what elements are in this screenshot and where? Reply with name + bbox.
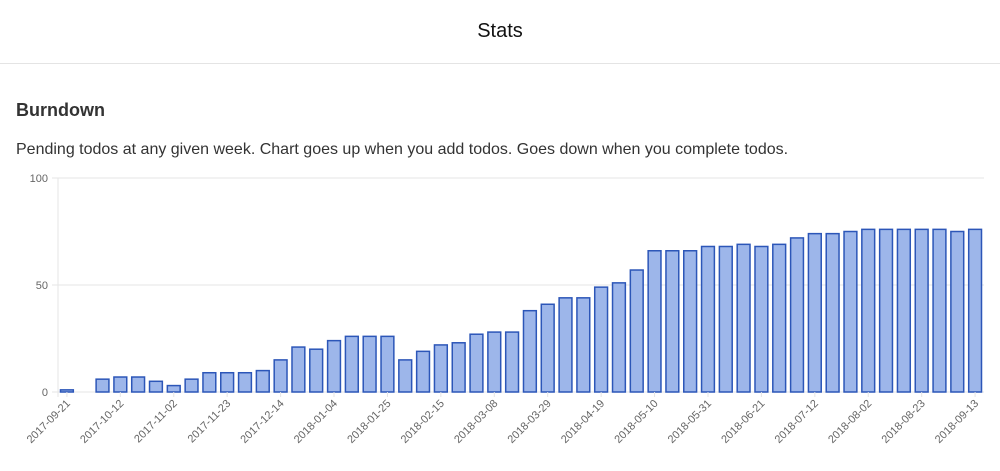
x-tick-label: 2018-08-02 [826,398,874,446]
bar [184,378,199,393]
bar [291,346,306,393]
bar [255,369,270,393]
x-tick-label: 2018-05-10 [612,398,660,446]
bar [469,333,484,393]
bar [718,245,733,393]
bar [344,335,359,393]
bar [789,237,805,393]
bar [700,245,716,393]
bar [415,350,431,393]
bar [540,303,555,393]
y-tick-label: 100 [30,173,48,185]
x-tick-label: 2018-07-12 [773,398,821,446]
bar [914,228,929,393]
bar [398,359,413,393]
bar [807,232,822,393]
x-tick-label: 2018-03-29 [506,398,554,446]
bar [665,250,680,393]
bar [504,331,520,393]
x-tick-label: 2018-05-31 [666,398,714,446]
bar [380,335,395,393]
bar [950,230,965,393]
bar [237,371,253,393]
x-tick-label: 2018-09-13 [933,398,981,446]
bar [202,371,217,393]
bars [59,228,983,393]
bar [433,344,449,393]
top-bar: Stats [0,0,1000,64]
bar [522,309,538,393]
x-tick-label: 2017-11-02 [132,398,180,446]
bar [576,297,591,393]
bar [825,232,840,393]
y-tick-label: 0 [42,387,48,399]
bar [220,371,235,393]
page-title: Stats [477,20,523,42]
x-tick-label: 2017-11-23 [186,398,234,446]
x-tick-label: 2018-03-08 [452,398,500,446]
stats-content: Burndown Pending todos at any given week… [0,100,1000,159]
bar [861,228,876,393]
bar [59,389,75,393]
x-tick-label: 2017-10-12 [78,398,126,446]
x-tick-label: 2017-09-21 [25,398,73,446]
bar [326,339,342,393]
bar [451,342,466,393]
bar [683,250,698,393]
x-tick-label: 2018-01-25 [345,398,393,446]
x-tick-label: 2017-12-14 [238,398,286,446]
bar [166,384,181,393]
y-axis: 0 50 100 [30,173,48,399]
section-description: Pending todos at any given week. Chart g… [16,141,789,158]
bar [558,297,573,393]
bar [878,228,894,393]
bar [593,286,609,393]
x-tick-label: 2018-04-19 [559,398,607,446]
bar [113,376,128,393]
bar [967,228,983,393]
bar [843,230,858,393]
section-title: Burndown [16,100,105,120]
x-tick-label: 2018-02-15 [399,398,447,446]
x-axis: 2017-09-21 2017-10-12 2017-11-02 2017-11-23… [25,392,981,446]
bar [487,331,502,393]
x-tick-label: 2018-01-04 [292,398,340,446]
bar [772,243,787,393]
bar [148,380,164,393]
y-tick-label: 50 [36,280,48,292]
x-tick-label: 2018-06-21 [719,398,767,446]
bar [130,376,146,393]
x-tick-label: 2018-08-23 [880,398,928,446]
bar [273,359,288,393]
bar [754,245,769,393]
bar [736,243,751,393]
bar [896,228,912,393]
bar [932,228,947,393]
bar [611,282,627,393]
bar [309,348,324,393]
bar [647,250,662,393]
bar [629,269,644,393]
bar [362,335,377,393]
bar [95,378,110,393]
